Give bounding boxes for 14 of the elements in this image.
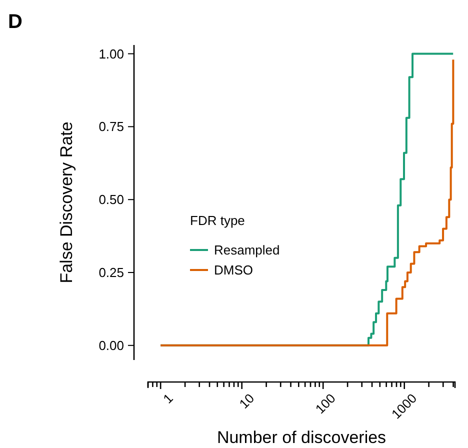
x-tick-label: 100 <box>312 390 338 417</box>
y-tick-label: 0.00 <box>98 338 124 353</box>
y-tick-label: 0.75 <box>98 119 124 134</box>
y-axis-title: False Discovery Rate <box>57 122 76 284</box>
text: D <box>8 11 22 33</box>
y-tick-label: 1.00 <box>98 46 124 62</box>
x-tick-label: 1 <box>160 390 176 406</box>
x-axis-title: Number of discoveries <box>216 428 386 447</box>
legend-label: DMSO <box>214 262 253 278</box>
legend-label: Resampled <box>214 242 280 258</box>
y-tick-label: 0.50 <box>98 192 124 208</box>
y-tick-label: 0.25 <box>98 265 124 280</box>
x-tick-label: 10 <box>236 390 258 412</box>
legend-title: FDR type <box>190 213 245 228</box>
